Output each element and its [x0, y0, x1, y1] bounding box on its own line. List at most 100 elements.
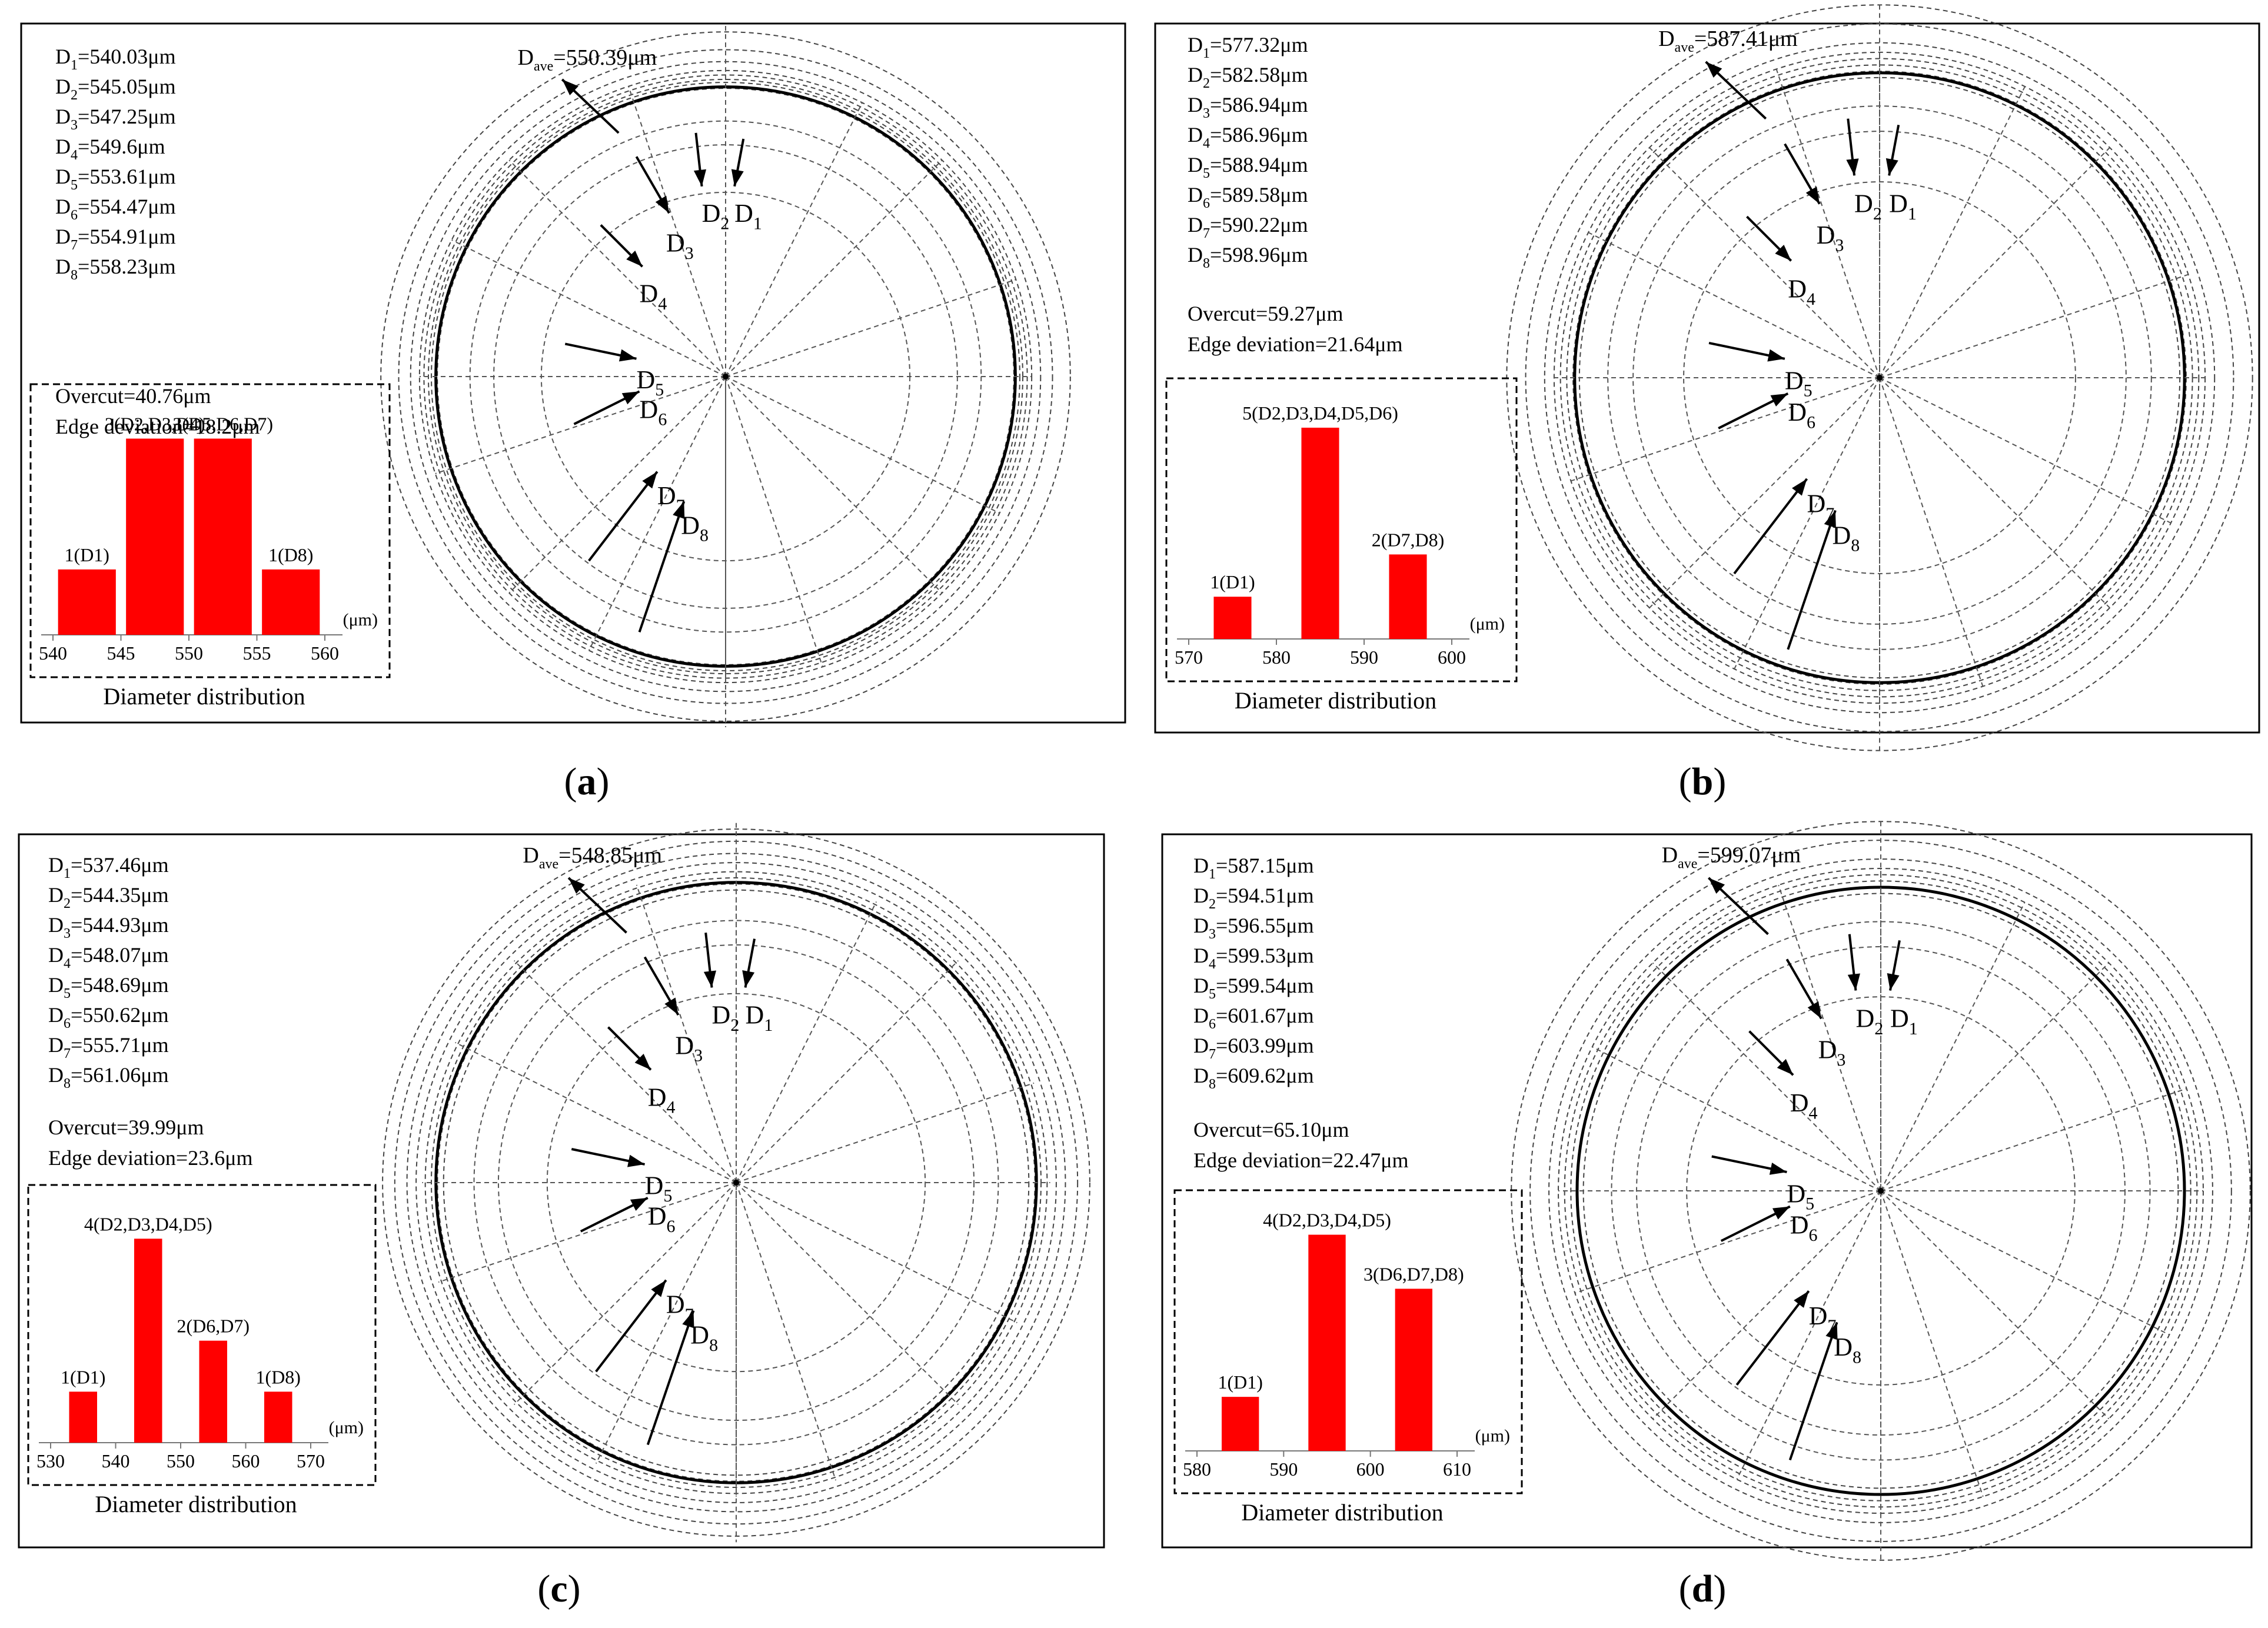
unit-label: (μm)	[1475, 1426, 1510, 1446]
panel-frame	[20, 22, 1126, 724]
radial-spoke	[1652, 1190, 1881, 1420]
arrow-head	[634, 1054, 651, 1070]
bar	[1301, 427, 1339, 639]
diameter-value-d4: D4=599.53μm	[1193, 944, 1314, 972]
arrow-head	[1807, 1001, 1821, 1019]
arrow-head	[1805, 187, 1820, 204]
bar	[58, 569, 116, 635]
bar-label: 1(D8)	[268, 544, 313, 565]
radial-spoke	[725, 159, 943, 377]
panel-c: D1D2D3D4D5D6D7D8Dave=548.85μmD1=537.46μm…	[18, 823, 1105, 1549]
diameter-value-d1: D1=540.03μm	[55, 45, 176, 73]
radial-spoke	[1879, 147, 2110, 378]
dave-label: Dave=587.41μm	[1658, 26, 1798, 55]
diameter-value-d6: D6=601.67μm	[1193, 1004, 1314, 1032]
arrow-head	[630, 1197, 648, 1211]
diameter-value-d4: D4=548.07μm	[48, 943, 169, 971]
bar	[1395, 1289, 1433, 1451]
average-circle	[1575, 885, 2186, 1496]
d4-label: D4	[648, 1083, 676, 1117]
overcut-text: Overcut=39.99μm	[48, 1116, 204, 1139]
d8-arrow	[1788, 1321, 1838, 1461]
panel-caption: (c)	[537, 1567, 580, 1610]
d5-label: D5	[645, 1171, 673, 1206]
arrow-head	[562, 79, 578, 95]
radial-spoke	[455, 1041, 737, 1183]
diameter-value-d8: D8=561.06μm	[48, 1063, 169, 1091]
radial-spoke	[1879, 377, 2110, 608]
distribution-inset: 570 580 590 600(μm) 1(D1) 5(D2,D3,D4,D5,D6) 2(…	[1165, 377, 1518, 683]
bar-label: 3(D2,D3,D4)	[105, 413, 205, 434]
radial-spoke	[435, 376, 726, 474]
diameter-value-d2: D2=545.05μm	[55, 75, 176, 103]
diameter-value-d7: D7=554.91μm	[55, 225, 176, 253]
panel-frame	[18, 833, 1105, 1549]
d1-label: D1	[1890, 1004, 1918, 1038]
diameter-value-d3: D3=547.25μm	[55, 105, 176, 133]
bar-label: 1(D1)	[65, 544, 109, 565]
measured-circle	[1544, 42, 2216, 714]
diameter-value-d1: D1=537.46μm	[48, 853, 169, 881]
d7-arrow	[1735, 1290, 1810, 1386]
x-tick-label: 590	[1269, 1459, 1298, 1480]
d4-label: D4	[640, 279, 667, 313]
d5-label: D5	[637, 365, 664, 399]
arrow-head	[642, 471, 657, 489]
diameter-value-d8: D8=598.96μm	[1188, 243, 1308, 271]
diameter-value-d5: D5=548.69μm	[48, 973, 169, 1001]
arrow-head	[673, 501, 685, 520]
d2-label: D2	[712, 1001, 740, 1035]
d6-label: D6	[1790, 1211, 1818, 1245]
d6-label: D6	[1788, 398, 1815, 432]
d6-label: D6	[640, 395, 667, 429]
diameter-value-d7: D7=555.71μm	[48, 1033, 169, 1061]
bar	[134, 1239, 162, 1443]
diameter-value-d6: D6=554.47μm	[55, 195, 176, 223]
reference-circle	[1632, 131, 2127, 625]
edge-deviation-text: Edge deviation=23.6μm	[48, 1146, 253, 1170]
diameter-value-d7: D7=603.99μm	[1193, 1034, 1314, 1062]
diameter-value-d1: D1=587.15μm	[1193, 854, 1314, 882]
bar	[194, 438, 252, 635]
d7-arrow	[1733, 478, 1808, 575]
radial-spoke	[1880, 962, 2110, 1191]
radial-spoke	[508, 376, 726, 594]
radial-spoke	[725, 376, 1000, 514]
diameter-value-d3: D3=596.55μm	[1193, 914, 1314, 942]
measured-circle	[382, 828, 1090, 1537]
diameter-value-d4: D4=549.6μm	[55, 135, 165, 163]
radial-spoke	[508, 159, 726, 377]
radial-spoke	[725, 376, 823, 667]
x-tick-label: 545	[107, 642, 135, 664]
arrow-head	[1705, 62, 1722, 78]
arrow-head	[1847, 973, 1860, 991]
x-tick-label: 600	[1356, 1459, 1385, 1480]
bar	[126, 438, 184, 635]
bar	[264, 1391, 292, 1443]
radial-spoke	[1880, 1190, 1984, 1497]
distribution-inset: 540 545 550 555 560(μm) 1(D1) 3(D2,D3,D4)3(D5,…	[29, 383, 391, 678]
radial-spoke	[1879, 377, 2171, 524]
diameter-value-d3: D3=544.93μm	[48, 913, 169, 941]
overcut-text: Overcut=59.27μm	[1188, 302, 1343, 325]
unit-label: (μm)	[329, 1418, 364, 1437]
dave-label: Dave=550.39μm	[518, 45, 657, 74]
arrow-head	[731, 169, 744, 187]
bar	[199, 1340, 228, 1443]
d2-label: D2	[702, 199, 730, 233]
panel-b: D1D2D3D4D5D6D7D8Dave=587.41μmD1=577.32μm…	[1154, 4, 2260, 751]
bar-label: 5(D2,D3,D4,D5,D6)	[1242, 402, 1398, 424]
x-tick-label: 530	[36, 1450, 65, 1471]
radial-spoke	[1592, 1046, 1881, 1191]
inset-frame	[27, 1184, 377, 1486]
arrow-head	[1794, 1291, 1809, 1308]
reference-circle	[473, 920, 999, 1446]
radial-spoke	[1736, 1190, 1881, 1480]
center-point	[733, 1180, 739, 1186]
distribution-title: Diameter distribution	[95, 1491, 297, 1517]
d1-label: D1	[746, 1001, 773, 1035]
